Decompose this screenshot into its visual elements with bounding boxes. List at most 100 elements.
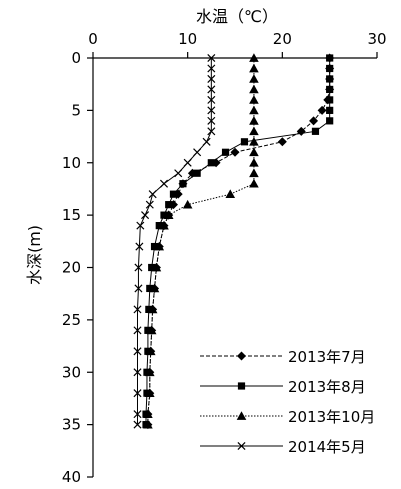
data-point xyxy=(136,221,145,230)
data-point xyxy=(240,138,249,146)
data-point xyxy=(169,190,178,198)
data-point xyxy=(143,419,153,429)
x-marker-stroke xyxy=(237,441,246,451)
x-marker-stroke xyxy=(207,53,216,63)
data-point xyxy=(135,242,144,251)
data-point xyxy=(230,147,240,157)
data-point xyxy=(133,368,142,377)
data-point xyxy=(160,211,168,219)
data-point xyxy=(133,410,142,419)
data-point xyxy=(326,54,334,62)
y-tick-label: 25 xyxy=(62,311,81,329)
data-point xyxy=(207,95,216,104)
data-point xyxy=(249,95,259,104)
x-marker-stroke xyxy=(141,211,150,220)
series-line xyxy=(147,58,255,425)
x-marker-stroke xyxy=(207,116,216,125)
data-point xyxy=(326,106,334,114)
legend-label: 2013年8月 xyxy=(288,378,366,396)
data-point xyxy=(146,284,154,293)
data-point xyxy=(207,64,216,73)
data-point xyxy=(147,304,158,314)
data-point xyxy=(145,200,154,209)
data-point xyxy=(207,106,216,115)
data-point xyxy=(134,263,143,272)
data-point xyxy=(249,126,259,136)
x-marker-stroke xyxy=(207,64,216,73)
data-point xyxy=(249,168,259,178)
y-axis-title: 水深(m) xyxy=(25,225,44,285)
data-point xyxy=(326,117,334,125)
x-marker-stroke xyxy=(133,410,142,419)
x-marker-stroke xyxy=(135,242,144,251)
data-point xyxy=(207,127,216,136)
data-point xyxy=(309,116,319,126)
x-marker-stroke xyxy=(133,389,142,398)
data-point xyxy=(143,368,151,376)
y-tick-label: 40 xyxy=(62,468,81,486)
data-point xyxy=(182,199,193,209)
x-marker-stroke xyxy=(136,221,145,230)
x-marker-stroke xyxy=(145,200,154,209)
data-point xyxy=(326,96,334,104)
data-point xyxy=(163,210,174,219)
data-point xyxy=(146,325,157,335)
y-tick-label: 30 xyxy=(62,363,81,381)
x-marker-stroke xyxy=(133,420,142,429)
data-point xyxy=(207,116,216,125)
x-marker-stroke xyxy=(134,263,143,272)
data-point xyxy=(133,420,142,429)
legend-item: 2013年10月 xyxy=(200,408,375,426)
data-point xyxy=(193,148,202,157)
x-marker-stroke xyxy=(193,148,202,157)
legend-marker xyxy=(237,441,246,451)
legend-item: 2014年5月 xyxy=(200,438,366,456)
series-line xyxy=(145,58,331,425)
data-point xyxy=(148,190,157,199)
data-point xyxy=(133,326,142,335)
data-point xyxy=(249,84,259,94)
data-point xyxy=(249,116,259,125)
data-point xyxy=(145,346,156,356)
data-point xyxy=(143,409,153,418)
y-tick-label: 15 xyxy=(62,206,81,224)
legend-label: 2014年5月 xyxy=(288,438,366,456)
data-point xyxy=(145,305,153,313)
legend-item: 2013年8月 xyxy=(200,378,366,396)
y-tick-label: 0 xyxy=(71,49,81,67)
legend-label: 2013年10月 xyxy=(288,408,375,426)
data-point xyxy=(207,74,216,83)
data-point xyxy=(249,157,259,167)
data-point xyxy=(249,74,259,83)
data-point xyxy=(249,137,259,146)
data-point xyxy=(193,169,201,177)
data-point xyxy=(141,211,150,220)
series-2 xyxy=(142,54,334,429)
data-point xyxy=(144,326,152,334)
data-point xyxy=(133,389,142,398)
x-marker-stroke xyxy=(133,305,142,314)
series-4 xyxy=(133,53,216,429)
data-point xyxy=(150,242,159,251)
data-point xyxy=(174,169,183,178)
x-marker-stroke xyxy=(133,368,142,377)
legend: 2013年7月 2013年8月 2013年10月 2014年5月 xyxy=(200,348,375,456)
series-1 xyxy=(143,53,335,430)
data-point xyxy=(311,127,320,135)
legend-marker xyxy=(237,351,246,361)
data-point xyxy=(145,388,155,398)
series-3 xyxy=(143,53,259,429)
data-point xyxy=(165,201,173,209)
data-point xyxy=(221,148,230,156)
data-point xyxy=(326,64,334,73)
legend-marker xyxy=(237,382,246,390)
data-point xyxy=(249,147,259,157)
x-axis-title: 水温（℃） xyxy=(196,7,278,26)
data-point xyxy=(183,158,192,167)
legend-item: 2013年7月 xyxy=(200,348,366,366)
x-marker-stroke xyxy=(202,137,211,146)
x-marker-stroke xyxy=(207,127,216,136)
x-marker-stroke xyxy=(134,284,143,293)
y-tick-label: 10 xyxy=(62,154,81,172)
